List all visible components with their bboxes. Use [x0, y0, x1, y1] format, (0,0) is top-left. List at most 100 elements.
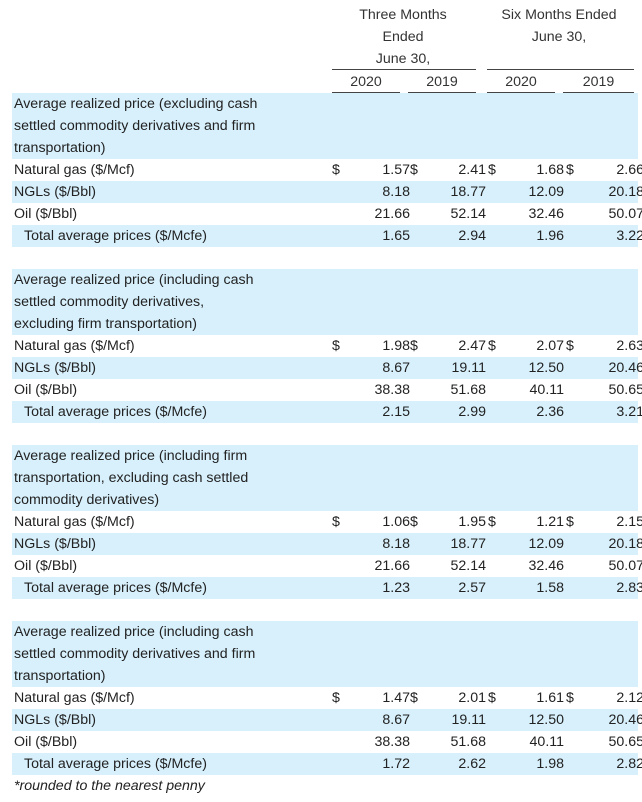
currency-symbol: $ [410, 338, 418, 354]
currency-symbol: $ [410, 162, 418, 178]
section-title-line: transportation) [14, 668, 106, 684]
section-title-line: transportation) [14, 140, 106, 156]
footnote: *rounded to the nearest penny [14, 778, 205, 794]
value-cell: 1.61 [536, 690, 564, 706]
value-cell: 2.94 [458, 228, 486, 244]
section-title-line: settled commodity derivatives, [14, 294, 205, 310]
value-cell: 38.38 [374, 382, 410, 398]
value-cell: 12.09 [528, 184, 564, 200]
value-cell: 32.46 [528, 206, 564, 222]
value-cell: 40.11 [529, 734, 564, 750]
currency-symbol: $ [488, 514, 496, 530]
value-cell: 8.18 [382, 184, 410, 200]
value-cell: 1.98 [536, 756, 564, 772]
natural-gas-row: Natural gas ($/Mcf) $ $ $ $1.06 1.95 1.21 2.15 [12, 511, 642, 533]
value-cell: 2.47 [458, 338, 486, 354]
section-title: Average realized price (excluding cash se… [12, 93, 638, 159]
value-cell: 18.77 [450, 536, 486, 552]
currency-symbol: $ [410, 514, 418, 530]
value-cell: 51.68 [450, 382, 486, 398]
value-cell: 1.23 [382, 580, 410, 596]
value-cell: 2.15 [616, 514, 642, 530]
value-cell: 51.68 [450, 734, 486, 750]
value-cell: 3.22 [616, 228, 642, 244]
currency-symbol: $ [332, 514, 340, 530]
value-cell: 1.72 [382, 756, 410, 772]
row-label: Natural gas ($/Mcf) [14, 514, 135, 530]
ngls-row: NGLs ($/Bbl) 8.18 18.77 12.09 20.18 [12, 533, 642, 555]
value-cell: 1.95 [458, 514, 486, 530]
value-cell: 52.14 [450, 206, 486, 222]
row-label: Total average prices ($/Mcfe) [24, 228, 207, 244]
total-row: Total average prices ($/Mcfe) 1.23 2.57 1.5… [12, 577, 642, 599]
value-cell: 1.65 [382, 228, 410, 244]
value-cell: 1.06 [382, 514, 410, 530]
year-rule-3m-2020 [332, 92, 400, 93]
currency-symbol: $ [488, 162, 496, 178]
value-cell: 2.82 [616, 756, 642, 772]
row-label: Oil ($/Bbl) [14, 382, 78, 398]
value-cell: 8.67 [382, 360, 410, 376]
value-cell: 2.07 [536, 338, 564, 354]
value-cell: 50.07 [608, 558, 642, 574]
value-cell: 21.66 [374, 558, 410, 574]
total-row: Total average prices ($/Mcfe) 2.15 2.99 2.3… [12, 401, 642, 423]
year-header-3m-2019: 2019 [426, 74, 458, 90]
row-label: Natural gas ($/Mcf) [14, 338, 135, 354]
section-title-line: transportation, excluding cash settled [14, 470, 249, 486]
section-title: Average realized price (including cash se… [12, 269, 638, 335]
row-label: Total average prices ($/Mcfe) [24, 404, 207, 420]
section-title-line: commodity derivatives) [14, 492, 160, 508]
six-months-header-rule [487, 69, 634, 70]
row-label: Oil ($/Bbl) [14, 206, 78, 222]
value-cell: 38.38 [374, 734, 410, 750]
value-cell: 20.18 [608, 536, 642, 552]
three-months-header-rule [332, 69, 476, 70]
currency-symbol: $ [566, 338, 574, 354]
row-label: NGLs ($/Bbl) [14, 536, 96, 552]
value-cell: 19.11 [451, 360, 486, 376]
value-cell: 50.65 [608, 734, 642, 750]
row-label: Natural gas ($/Mcf) [14, 162, 135, 178]
currency-symbol: $ [566, 162, 574, 178]
row-label: Natural gas ($/Mcf) [14, 690, 135, 706]
value-cell: 1.68 [536, 162, 564, 178]
value-cell: 40.11 [529, 382, 564, 398]
value-cell: 20.46 [608, 712, 642, 728]
ngls-row: NGLs ($/Bbl) 8.67 19.11 12.50 20.46 [12, 357, 642, 379]
row-label: Oil ($/Bbl) [14, 558, 78, 574]
row-label: NGLs ($/Bbl) [14, 712, 96, 728]
six-months-header-line1: Six Months Ended [501, 7, 617, 23]
value-cell: 8.18 [382, 536, 410, 552]
row-label: Total average prices ($/Mcfe) [24, 756, 207, 772]
value-cell: 50.65 [608, 382, 642, 398]
value-cell: 20.46 [608, 360, 642, 376]
value-cell: 21.66 [374, 206, 410, 222]
oil-row: Oil ($/Bbl) 38.38 51.68 40.11 50.65 [12, 379, 642, 401]
natural-gas-row: Natural gas ($/Mcf) $ $ $ $1.98 2.47 2.07 2.63 [12, 335, 642, 357]
oil-row: Oil ($/Bbl) 21.66 52.14 32.46 50.07 [12, 203, 642, 225]
value-cell: 8.67 [382, 712, 410, 728]
value-cell: 2.15 [382, 404, 410, 420]
value-cell: 2.63 [616, 338, 642, 354]
section-title-line: Average realized price (including cash [14, 624, 254, 640]
three-months-header-line3: June 30, [375, 51, 431, 67]
section-title-line: Average realized price (including cash [14, 272, 254, 288]
three-months-header-line1: Three Months [359, 7, 447, 23]
row-label: NGLs ($/Bbl) [14, 184, 96, 200]
value-cell: 20.18 [608, 184, 642, 200]
value-cell: 2.36 [536, 404, 564, 420]
value-cell: 12.50 [528, 360, 564, 376]
value-cell: 12.50 [528, 712, 564, 728]
oil-row: Oil ($/Bbl) 38.38 51.68 40.11 50.65 [12, 731, 642, 753]
value-cell: 2.99 [458, 404, 486, 420]
value-cell: 2.12 [616, 690, 642, 706]
section-title: Average realized price (including cash se… [12, 621, 638, 687]
value-cell: 1.58 [536, 580, 564, 596]
oil-row: Oil ($/Bbl) 21.66 52.14 32.46 50.07 [12, 555, 642, 577]
value-cell: 1.21 [536, 514, 564, 530]
ngls-row: NGLs ($/Bbl) 8.67 19.11 12.50 20.46 [12, 709, 642, 731]
value-cell: 1.47 [382, 690, 410, 706]
currency-symbol: $ [332, 338, 340, 354]
